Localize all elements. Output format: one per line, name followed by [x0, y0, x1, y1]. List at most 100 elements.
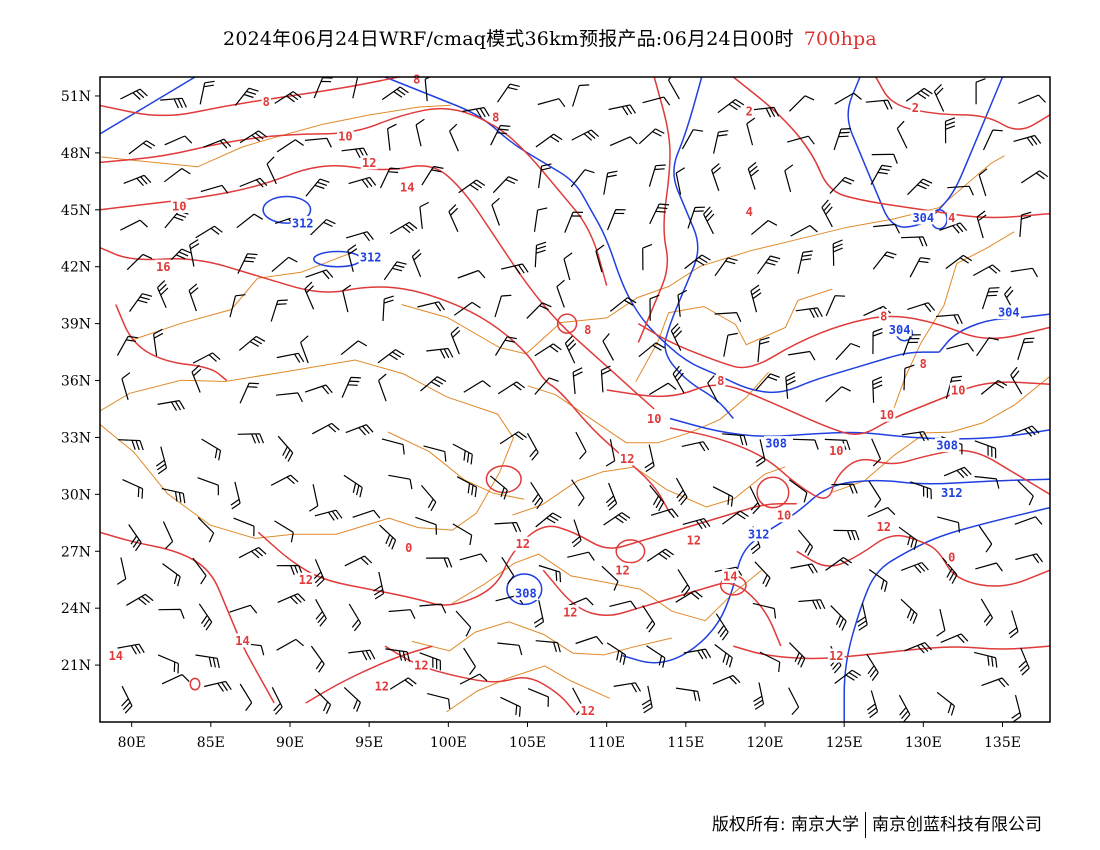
wind-barb — [974, 440, 997, 459]
wind-barb — [234, 87, 259, 106]
temperature-contour-label-background — [514, 536, 532, 551]
wind-barb — [753, 682, 765, 710]
wind-barb — [426, 557, 453, 568]
wind-barb — [165, 248, 192, 266]
temperature-contour-label-background — [412, 71, 422, 86]
wind-barb — [309, 484, 319, 512]
wind-barb — [687, 206, 706, 229]
wind-barb — [703, 206, 715, 235]
wind-barb — [501, 556, 515, 585]
wind-barb — [448, 204, 459, 232]
wind-barb — [722, 510, 749, 525]
wind-barb — [1014, 516, 1043, 525]
wind-barb — [497, 83, 520, 103]
wind-barb — [424, 77, 432, 102]
wind-barb — [909, 257, 931, 278]
wind-barb — [121, 372, 131, 400]
wind-barb — [750, 284, 762, 313]
wind-barb — [981, 287, 1000, 310]
wind-barb — [304, 137, 332, 148]
wind-barb — [751, 219, 778, 236]
wind-barb — [788, 95, 815, 112]
wind-barb — [458, 179, 486, 194]
wind-barb — [901, 236, 928, 247]
title-main: 2024年06月24日WRF/cmaq模式36km预报产品:06月24日00时 — [223, 28, 794, 50]
wind-barb — [340, 340, 368, 356]
y-tick-label: 21N — [61, 658, 91, 674]
wind-barb — [642, 605, 656, 633]
height-contour — [843, 506, 1050, 722]
height-contour-label-background — [939, 485, 964, 500]
wind-barb — [527, 688, 549, 707]
wind-barb — [712, 486, 734, 507]
height-contour-closed — [506, 573, 543, 606]
temperature-contour-label-background — [744, 104, 754, 119]
temperature-contour-label: 12 — [516, 537, 530, 551]
wind-barb — [746, 117, 756, 146]
wind-barb — [238, 335, 266, 351]
wind-barb — [644, 444, 655, 473]
wind-barb — [900, 561, 929, 574]
wind-barb — [649, 203, 670, 225]
wind-barb — [310, 645, 325, 673]
wind-barb — [907, 302, 936, 313]
wind-barbs — [116, 77, 1049, 722]
wind-barb — [304, 384, 333, 395]
temperature-contour-label-background — [744, 204, 754, 219]
wind-barb — [831, 483, 858, 494]
wind-barb — [1011, 425, 1040, 437]
wind-barb — [378, 373, 387, 402]
wind-barb — [712, 674, 741, 685]
wind-barb — [277, 435, 294, 462]
temperature-contour-closed — [756, 476, 790, 509]
wind-barb — [667, 77, 680, 100]
wind-barb — [609, 600, 637, 610]
temperature-contour-label: 2 — [746, 105, 753, 119]
wind-barb — [752, 106, 780, 118]
x-tick-label: 90E — [276, 735, 304, 751]
wind-barb — [271, 256, 298, 273]
height-contour-label: 312 — [748, 528, 770, 542]
temperature-contour-label-background — [645, 411, 663, 426]
copyright-right: 南京创蓝科技有限公司 — [872, 815, 1042, 835]
wind-barb — [381, 86, 409, 101]
x-tick-label: 130E — [905, 735, 942, 751]
wind-barb — [534, 377, 559, 395]
height-contour-label: 312 — [941, 486, 963, 500]
temperature-contour-label-background — [154, 259, 172, 274]
wind-barb — [157, 400, 185, 411]
wind-barb — [526, 302, 552, 319]
wind-barb — [120, 88, 148, 100]
wind-barb — [975, 562, 1003, 572]
wind-barb — [419, 603, 447, 614]
wind-barb — [164, 135, 193, 146]
wind-barb — [784, 164, 794, 193]
figure-title: 2024年06月24日WRF/cmaq模式36km预报产品:06月24日00时 7… — [0, 24, 1100, 51]
wind-barb — [533, 600, 545, 628]
wind-barb — [389, 677, 417, 691]
x-tick-label: 105E — [509, 735, 546, 751]
wind-barb — [947, 185, 974, 196]
wind-barb — [535, 133, 563, 148]
wind-barb — [825, 295, 846, 317]
wind-barb — [605, 439, 616, 467]
wind-barb — [313, 559, 325, 587]
wind-barb — [1011, 694, 1022, 722]
wind-barb — [204, 680, 232, 692]
wind-barb — [459, 673, 488, 685]
wind-barb — [978, 525, 993, 553]
wind-barb — [788, 350, 816, 361]
wind-barb — [715, 613, 729, 641]
wind-barb — [903, 364, 915, 391]
wind-barb — [933, 83, 945, 112]
wind-barb — [606, 209, 626, 231]
wind-barb — [197, 516, 215, 543]
wind-barb — [271, 687, 283, 715]
temperature-contour-label: 0 — [948, 551, 955, 565]
wind-barb — [797, 250, 813, 274]
wind-barb — [785, 372, 796, 399]
height-contour-label: 312 — [292, 217, 314, 231]
temperature-contour-label-background — [878, 407, 896, 422]
wind-barb — [494, 294, 512, 318]
wind-barb — [344, 555, 373, 567]
